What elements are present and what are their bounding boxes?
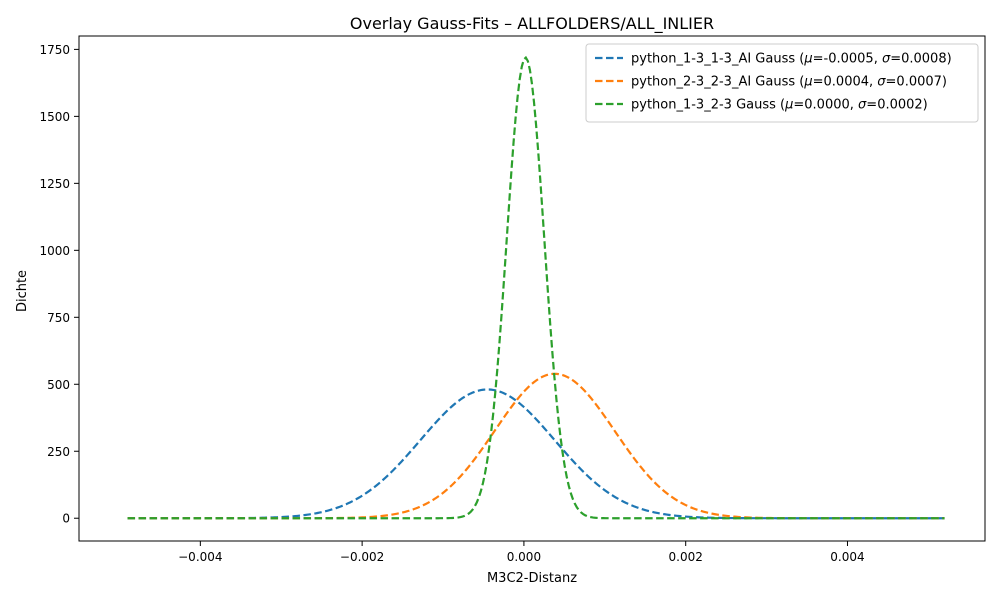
y-tick-label: 250 [47,445,70,459]
y-tick-label: 1250 [39,177,70,191]
y-tick-label: 1750 [39,43,70,57]
y-tick-label: 750 [47,311,70,325]
y-tick-label: 1500 [39,110,70,124]
y-tick-label: 500 [47,378,70,392]
plot-area [78,35,986,542]
chart-title: Overlay Gauss-Fits – ALLFOLDERS/ALL_INLI… [350,14,714,34]
legend-label-3: python_1-3_2-3 Gauss (μ=0.0000, σ=0.0002… [631,98,928,113]
x-tick-label: −0.002 [340,550,384,564]
legend-label-1: python_1-3_1-3_AI Gauss (μ=-0.0005, σ=0.… [631,52,952,67]
y-axis-label: Dichte [15,270,30,312]
series-line-3 [127,55,945,520]
axes-frame [78,35,986,542]
x-axis: −0.004 −0.002 0.000 0.002 0.004 [178,541,865,564]
legend-box [585,43,979,123]
x-tick-label: −0.004 [178,550,222,564]
x-tick-label: 0.002 [669,550,703,564]
x-tick-label: 0.000 [507,550,541,564]
legend-label-2: python_2-3_2-3_AI Gauss (μ=0.0004, σ=0.0… [631,75,947,90]
y-tick-label: 1000 [39,244,70,258]
x-axis-label: M3C2-Distanz [487,571,577,586]
y-tick-label: 0 [62,512,70,526]
x-tick-label: 0.004 [830,550,864,564]
y-axis: 0 250 500 750 1000 1250 1500 1750 [39,43,79,526]
legend: python_1-3_1-3_AI Gauss (μ=-0.0005, σ=0.… [585,43,979,123]
